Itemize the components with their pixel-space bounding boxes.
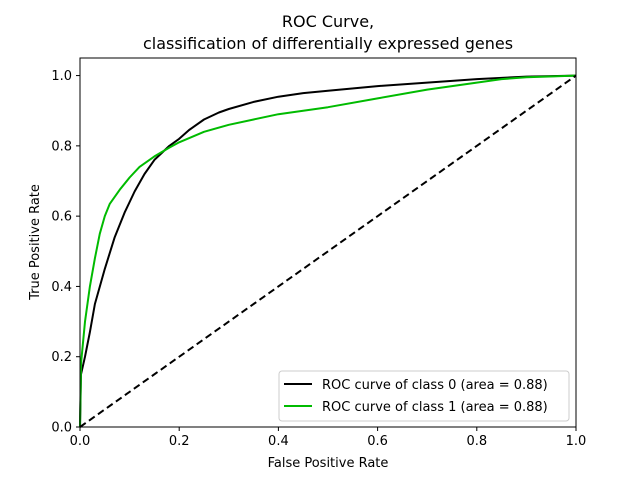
x-tick-label: 0.2 bbox=[169, 434, 190, 449]
plot-frame bbox=[79, 57, 577, 428]
series-line-class-1 bbox=[79, 74, 577, 428]
y-tick-label: 0.4 bbox=[51, 280, 72, 295]
legend-label: ROC curve of class 0 (area = 0.88) bbox=[322, 378, 548, 393]
x-tick-label: 0.8 bbox=[466, 434, 487, 449]
x-tick-label: 0.6 bbox=[367, 434, 388, 449]
y-tick-label: 1.0 bbox=[51, 69, 72, 84]
y-tick-label: 0.2 bbox=[51, 350, 72, 365]
legend: ROC curve of class 0 (area = 0.88) ROC cu… bbox=[278, 370, 570, 422]
plot-area bbox=[79, 74, 577, 428]
y-tick-label: 0.8 bbox=[51, 139, 72, 154]
x-tick-label: 0.0 bbox=[70, 434, 91, 449]
x-tick-label: 1.0 bbox=[566, 434, 587, 449]
y-tick-label: 0.6 bbox=[51, 210, 72, 225]
x-axis-label: False Positive Rate bbox=[268, 456, 389, 471]
axis-ticks: 0.0 0.2 0.4 0.6 0.8 1.0 0.0 0.2 0.4 0.6 0.8 1.0 bbox=[51, 69, 586, 449]
series-line-class-0 bbox=[79, 74, 577, 428]
y-tick-label: 0.0 bbox=[51, 421, 72, 436]
chart-title-line1: ROC Curve, bbox=[282, 12, 374, 31]
y-axis-label: True Positive Rate bbox=[28, 184, 43, 301]
chance-diagonal-line bbox=[79, 74, 577, 428]
chart-title-line2: classification of differentially express… bbox=[143, 34, 513, 53]
x-tick-label: 0.4 bbox=[268, 434, 289, 449]
legend-box bbox=[278, 370, 570, 422]
legend-label: ROC curve of class 1 (area = 0.88) bbox=[322, 400, 548, 415]
